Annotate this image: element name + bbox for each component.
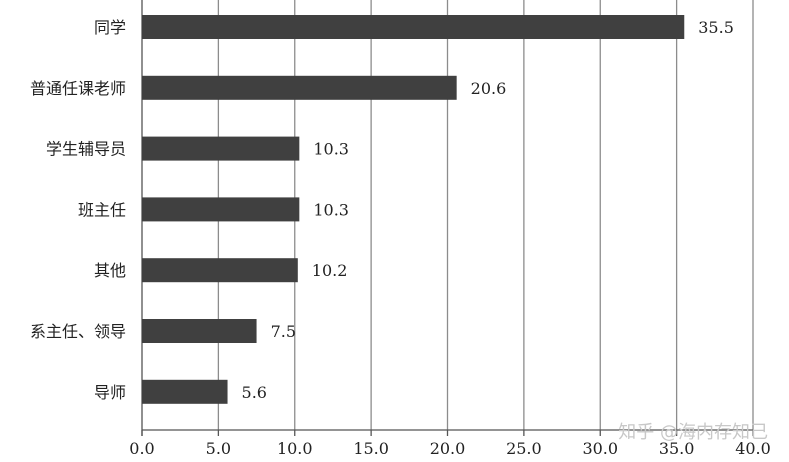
value-label: 35.5 [698,18,734,37]
category-label: 普通任课老师 [30,79,126,98]
value-label: 7.5 [271,322,296,341]
x-tick-label: 0.0 [129,439,154,458]
bar [142,197,300,222]
bar [142,258,298,283]
value-label: 10.3 [313,200,349,219]
x-tick-label: 25.0 [506,439,542,458]
x-tick-label: 20.0 [430,439,466,458]
category-label: 导师 [94,383,126,402]
watermark-text: 知乎 @海内存知己 [618,422,768,443]
value-label: 20.6 [471,79,507,98]
value-labels: 35.5 20.6 10.3 10.3 10.2 7.5 5.6 [242,18,734,402]
bar [142,136,300,161]
x-tick-label: 5.0 [206,439,231,458]
category-label: 其他 [94,261,126,280]
x-axis-ticks: 0.0 5.0 10.0 15.0 20.0 25.0 30.0 35.0 40.0 [129,430,771,458]
bar [142,319,257,343]
x-tick-label: 10.0 [277,439,313,458]
bar [142,75,457,100]
x-tick-label: 40.0 [735,439,771,458]
value-label: 5.6 [242,383,267,402]
bar [142,15,685,39]
value-label: 10.3 [313,140,349,159]
x-tick-label: 15.0 [353,439,389,458]
bars [142,15,685,404]
x-tick-label: 30.0 [582,439,618,458]
category-label: 同学 [94,18,126,37]
bar [142,379,228,404]
category-label: 班主任 [78,200,126,219]
category-label: 学生辅导员 [46,140,126,159]
value-label: 10.2 [312,261,348,280]
x-tick-label: 35.0 [659,439,695,458]
category-label: 系主任、领导 [30,322,126,341]
